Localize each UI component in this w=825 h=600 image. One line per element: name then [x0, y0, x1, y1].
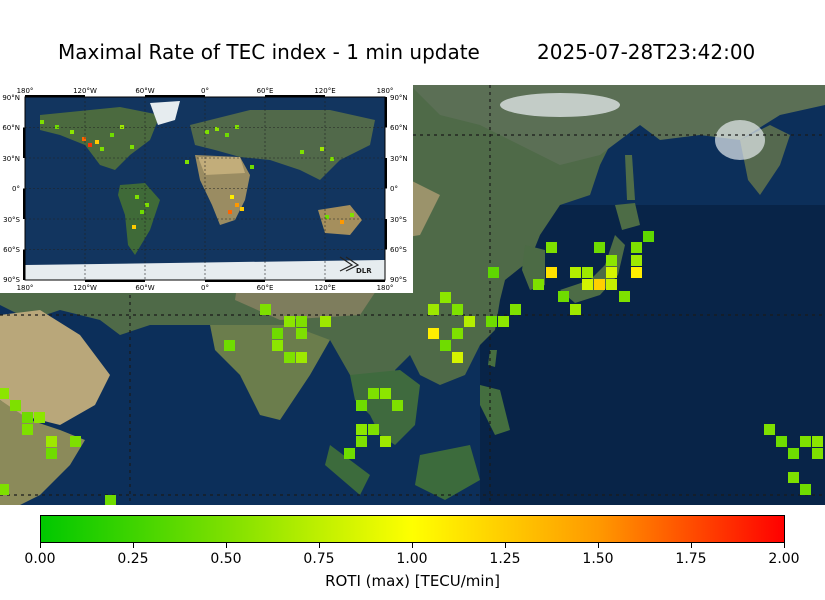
lon-label: 180° [17, 87, 34, 95]
inset-greenland [150, 101, 180, 125]
colorbar-tick [319, 543, 320, 548]
colorbar-tick [505, 543, 506, 548]
lon-label: 60°W [135, 284, 154, 292]
dlr-logo: DLR [339, 256, 372, 275]
lon-label: 180° [377, 87, 394, 95]
sumatra [325, 445, 370, 495]
inset-lat-labels-right: 90°N 60°N 30°N 0° 30°S 60°S 90°S [390, 94, 408, 284]
lat-label: 0° [12, 185, 20, 193]
colorbar-tick [40, 543, 41, 548]
lon-label: 60°E [257, 284, 274, 292]
inset-lat-labels-left: 90°N 60°N 30°N 0° 30°S 60°S 90°S [2, 94, 20, 284]
colorbar-tick-label: 0.75 [303, 551, 335, 567]
inset-border-ticks [23, 95, 387, 282]
colorbar-tick-label: 2.00 [768, 551, 800, 567]
lon-label: 120°E [314, 87, 335, 95]
arabian-desert [0, 310, 110, 425]
colorbar-tick [412, 543, 413, 548]
regional-map: 180° 120°W 60°W 0° 60°E 120°E 180° 180° … [0, 85, 825, 505]
colorbar-tick [784, 543, 785, 548]
borneo [415, 445, 480, 500]
lat-label: 60°N [390, 124, 408, 132]
lon-label: 0° [201, 87, 209, 95]
colorbar-tick [133, 543, 134, 548]
india [210, 325, 330, 420]
sakhalin [625, 155, 635, 200]
roti-cells [0, 231, 823, 505]
lat-label: 60°S [3, 246, 20, 254]
lat-label: 30°N [2, 155, 20, 163]
lat-label: 60°N [2, 124, 20, 132]
kamchatka-cloud [715, 120, 765, 160]
arctic-cloud [500, 93, 620, 117]
dlr-logo-icon [339, 256, 360, 272]
lat-label: 90°S [390, 276, 407, 284]
inset-lon-labels-top: 180° 120°W 60°W 0° 60°E 120°E 180° [17, 87, 394, 95]
philippines [480, 385, 510, 435]
indochina [350, 370, 420, 445]
colorbar-tick [598, 543, 599, 548]
inset-sahara [198, 157, 245, 175]
taiwan [488, 350, 497, 367]
colorbar-tick [226, 543, 227, 548]
lon-label: 60°W [135, 87, 154, 95]
lat-label: 30°N [390, 155, 408, 163]
map-title: Maximal Rate of TEC index - 1 min update [58, 40, 480, 64]
colorbar-tick-label: 1.00 [396, 551, 428, 567]
lat-label: 30°S [3, 216, 20, 224]
lat-label: 90°N [2, 94, 20, 102]
lon-label: 120°E [314, 284, 335, 292]
colorbar-tick-label: 1.25 [489, 551, 521, 567]
lat-label: 0° [390, 185, 398, 193]
colorbar-tick-label: 0.50 [210, 551, 242, 567]
lat-label: 90°N [390, 94, 408, 102]
lon-label: 60°E [257, 87, 274, 95]
inset-graticule [25, 97, 385, 280]
horn-of-africa [0, 400, 85, 505]
lon-label: 180° [17, 284, 34, 292]
lat-label: 90°S [3, 276, 20, 284]
colorbar [40, 515, 785, 543]
colorbar-tick [691, 543, 692, 548]
lon-label: 120°W [73, 284, 97, 292]
lon-label: 120°W [73, 87, 97, 95]
title-bar: Maximal Rate of TEC index - 1 min update… [0, 40, 825, 70]
map-timestamp: 2025-07-28T23:42:00 [537, 40, 756, 64]
dlr-logo-text: DLR [356, 267, 372, 275]
colorbar-tick-label: 1.75 [675, 551, 707, 567]
lon-label: 0° [201, 284, 209, 292]
inset-roti-cells [40, 120, 354, 229]
colorbar-label: ROTI (max) [TECU/min] [325, 572, 500, 590]
japan [560, 235, 625, 303]
colorbar-tick-label: 0.25 [117, 551, 149, 567]
hokkaido [615, 203, 640, 230]
lat-label: 30°S [390, 216, 407, 224]
lon-label: 180° [377, 284, 394, 292]
lat-label: 60°S [390, 246, 407, 254]
colorbar-tick-label: 0.00 [24, 551, 56, 567]
inset-lon-labels-bottom: 180° 120°W 60°W 0° 60°E 120°E 180° [17, 284, 394, 292]
colorbar-tick-label: 1.50 [582, 551, 614, 567]
global-inset: 180° 120°W 60°W 0° 60°E 120°E 180° 180° … [0, 85, 413, 293]
inset-north-america [40, 107, 160, 170]
korea [522, 245, 545, 290]
